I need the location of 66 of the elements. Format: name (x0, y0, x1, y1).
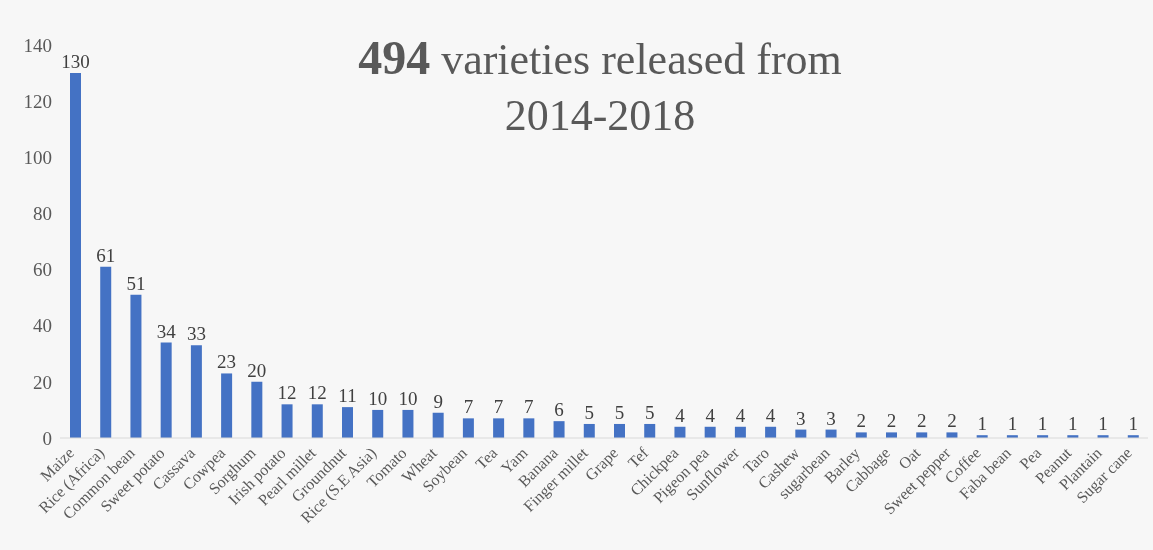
data-label: 1 (1128, 413, 1139, 435)
bar (614, 423, 625, 438)
data-label: 2 (886, 410, 897, 432)
bar (100, 266, 112, 438)
data-label: 9 (433, 390, 443, 412)
y-tick-label: 0 (42, 427, 52, 449)
chart-title: 494 varieties released from 2014-2018 (358, 31, 842, 140)
data-label: 23 (217, 351, 237, 373)
y-tick-label: 20 (33, 371, 52, 393)
data-label: 6 (554, 399, 564, 421)
bar (251, 381, 263, 438)
bar (70, 73, 81, 438)
data-label: 3 (826, 407, 836, 429)
data-label: 4 (705, 404, 716, 426)
bar (372, 409, 384, 438)
y-tick-label: 140 (23, 34, 52, 56)
bar (583, 423, 595, 438)
data-label: 33 (186, 323, 206, 345)
bar (462, 418, 474, 438)
data-label: 1 (1098, 413, 1108, 435)
bar (402, 409, 414, 438)
data-label: 3 (796, 407, 806, 429)
bar (130, 294, 142, 438)
y-tick-label: 80 (33, 203, 52, 225)
bar (190, 345, 202, 438)
bar (553, 421, 565, 438)
bar (523, 418, 535, 438)
bar (342, 407, 353, 438)
y-tick-label: 120 (23, 90, 52, 112)
data-label: 5 (614, 401, 625, 423)
data-label: 2 (916, 410, 927, 432)
bar (493, 418, 505, 438)
data-label: 130 (61, 51, 90, 73)
data-label: 10 (398, 387, 418, 409)
data-label: 34 (156, 320, 177, 342)
bar (432, 412, 444, 438)
data-label: 20 (247, 359, 267, 381)
bar (281, 404, 293, 438)
bar (644, 423, 656, 438)
y-tick-label: 40 (33, 315, 52, 337)
data-label: 7 (524, 396, 534, 418)
data-label: 61 (96, 244, 116, 266)
data-label: 5 (584, 401, 595, 423)
data-label: 5 (644, 401, 655, 423)
bar (311, 404, 323, 438)
data-label: 2 (947, 410, 957, 432)
data-label: 4 (735, 404, 746, 426)
data-label: 4 (765, 404, 776, 426)
data-label: 51 (126, 272, 146, 294)
data-label: 1 (1068, 413, 1078, 435)
y-tick-label: 100 (23, 147, 52, 169)
data-label: 12 (307, 382, 327, 404)
data-label: 7 (493, 396, 504, 418)
data-label: 10 (368, 387, 388, 409)
x-tick-label: Tea (472, 444, 501, 473)
data-label: 12 (277, 382, 297, 404)
data-label: 1 (977, 413, 987, 435)
data-label: 7 (463, 396, 474, 418)
data-label: 2 (856, 410, 867, 432)
bar (160, 342, 172, 438)
data-label: 1 (1007, 413, 1018, 435)
data-label: 4 (675, 404, 686, 426)
y-tick-label: 60 (33, 259, 52, 281)
bar (221, 373, 233, 438)
data-label: 11 (338, 385, 357, 407)
data-label: 1 (1037, 413, 1048, 435)
